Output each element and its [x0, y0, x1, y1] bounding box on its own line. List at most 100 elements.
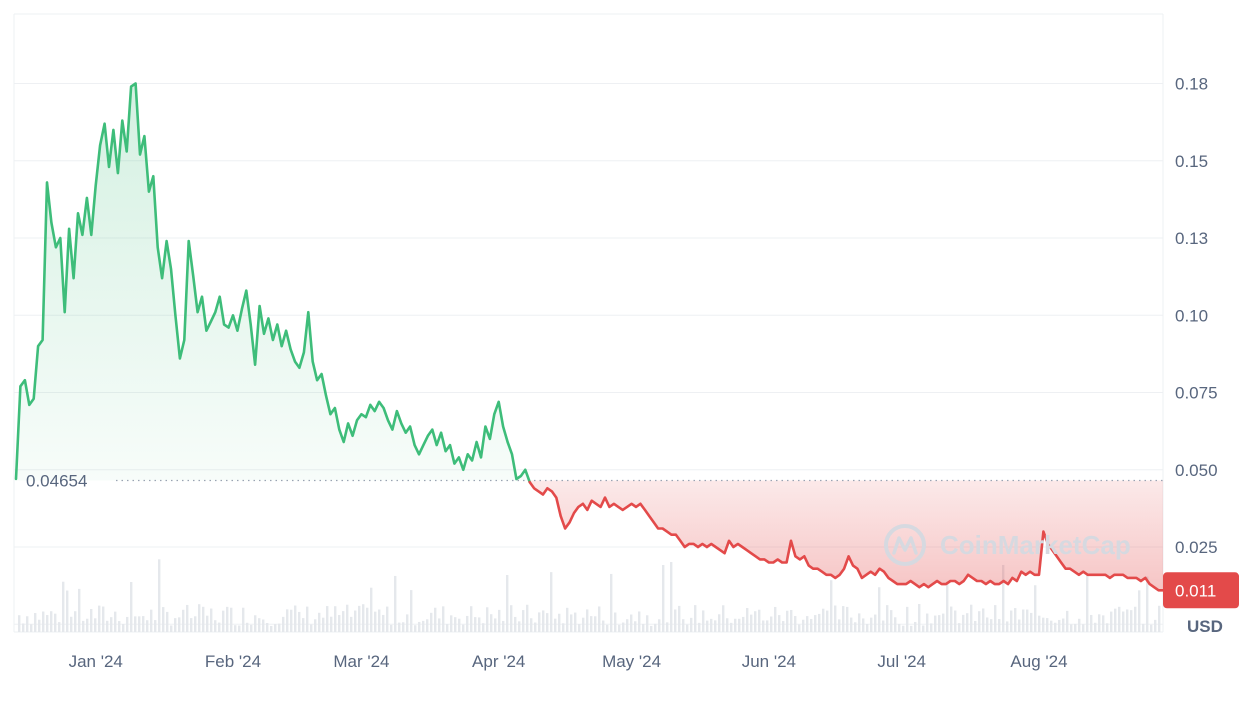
y-tick-label: 0.15: [1175, 152, 1208, 171]
volume-bar: [294, 605, 297, 632]
volume-bar: [74, 611, 77, 632]
volume-bar: [402, 622, 405, 632]
volume-bar: [1102, 615, 1105, 632]
volume-bar: [218, 622, 221, 632]
price-line-down: [528, 480, 1165, 592]
volume-bar: [570, 614, 573, 632]
x-tick-label: Jul '24: [877, 652, 926, 671]
volume-bar: [902, 625, 905, 632]
volume-bar: [634, 621, 637, 632]
volume-bar: [722, 605, 725, 632]
volume-bar: [370, 587, 373, 632]
volume-bar: [630, 614, 633, 632]
volume-bar: [362, 604, 365, 632]
x-tick-label: Mar '24: [333, 652, 389, 671]
volume-bar: [1034, 585, 1037, 632]
volume-bar: [326, 606, 329, 632]
watermark-text: CoinMarketCap: [940, 530, 1131, 560]
volume-bar: [714, 620, 717, 632]
volume-bar: [826, 610, 829, 632]
volume-bar: [138, 616, 141, 632]
volume-bar: [1126, 609, 1129, 632]
volume-bar: [854, 622, 857, 632]
volume-bar: [1046, 618, 1049, 632]
volume-bar: [34, 613, 37, 632]
volume-bar: [142, 616, 145, 632]
volume-bar: [134, 616, 137, 632]
volume-bar: [1086, 575, 1089, 632]
volume-bar: [1054, 622, 1057, 632]
volume-bar: [734, 618, 737, 632]
volume-bar: [318, 612, 321, 632]
y-tick-label: 0.10: [1175, 306, 1208, 325]
volume-bar: [50, 611, 53, 632]
volume-bar: [950, 606, 953, 632]
volume-bar: [598, 606, 601, 632]
y-tick-label: 0.13: [1175, 229, 1208, 248]
volume-bar: [942, 613, 945, 632]
volume-bar: [466, 615, 469, 632]
volume-bar: [70, 616, 73, 632]
volume-bar: [78, 588, 81, 632]
volume-bar: [378, 609, 381, 632]
volume-bar: [394, 575, 397, 632]
volume-bar: [346, 604, 349, 632]
volume-bar: [678, 605, 681, 632]
current-price-badge: 0.011: [1163, 572, 1239, 609]
x-tick-label: Aug '24: [1010, 652, 1067, 671]
volume-bar: [474, 617, 477, 632]
volume-bar: [994, 605, 997, 632]
volume-bar: [686, 624, 689, 632]
volume-bar: [398, 622, 401, 632]
volume-bar: [330, 616, 333, 632]
x-tick-label: May '24: [602, 652, 661, 671]
volume-bar: [698, 622, 701, 632]
volume-bar: [314, 619, 317, 632]
volume-bar: [166, 611, 169, 632]
volume-bar: [518, 621, 521, 632]
volume-bar: [374, 611, 377, 632]
volume-bar: [562, 623, 565, 632]
volume-bar: [782, 621, 785, 632]
volume-bar: [1070, 624, 1073, 632]
volume-bar: [1150, 624, 1153, 632]
volume-bar: [918, 604, 921, 632]
volume-bar: [1062, 618, 1065, 632]
volume-bar: [110, 617, 113, 632]
volume-bar: [422, 620, 425, 632]
volume-bar: [418, 621, 421, 632]
volume-bar: [858, 613, 861, 632]
volume-bar: [962, 614, 965, 632]
volume-bar: [226, 606, 229, 632]
volume-bar: [126, 616, 129, 632]
price-line-down-area: [529, 480, 1163, 591]
volume-bar: [1094, 622, 1097, 632]
volume-bar: [702, 610, 705, 632]
volume-bar: [790, 609, 793, 632]
volume-bar: [406, 614, 409, 632]
y-tick-label: 0.050: [1175, 461, 1218, 480]
volume-bar: [638, 611, 641, 632]
volume-bar: [206, 615, 209, 632]
volume-bar: [1082, 624, 1085, 632]
volume-bar: [974, 620, 977, 632]
volume-bar: [882, 620, 885, 632]
volume-bar: [1006, 621, 1009, 632]
volume-bars: [18, 559, 1161, 632]
volume-bar: [762, 620, 765, 632]
volume-bar: [274, 624, 277, 632]
volume-bar: [746, 608, 749, 632]
volume-bar: [582, 617, 585, 632]
volume-bar: [922, 625, 925, 632]
volume-bar: [446, 624, 449, 632]
volume-bar: [766, 620, 769, 632]
volume-bar: [710, 618, 713, 632]
volume-bar: [754, 611, 757, 632]
volume-bar: [934, 615, 937, 632]
volume-bar: [182, 609, 185, 632]
volume-bar: [254, 615, 257, 632]
volume-bar: [742, 616, 745, 632]
volume-bar: [1138, 590, 1141, 632]
volume-bar: [502, 620, 505, 632]
